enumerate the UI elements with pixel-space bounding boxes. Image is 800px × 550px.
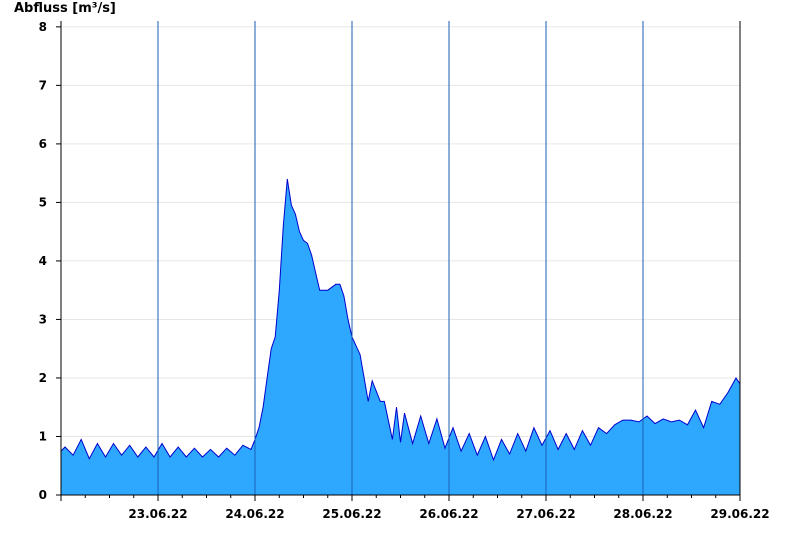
discharge-line: [60, 178, 741, 462]
x-tick-label-2: 25.06.22: [322, 507, 381, 521]
y-tick-label-8: 8: [39, 20, 47, 34]
y-tick-label-1: 1: [39, 429, 47, 443]
x-tick-label-3: 26.06.22: [419, 507, 478, 521]
y-axis-title: Abfluss [m³/s]: [14, 1, 116, 16]
x-tick-label-1: 24.06.22: [225, 507, 284, 521]
day-separator-layer: [157, 21, 644, 495]
discharge-area: [61, 179, 740, 495]
y-tick-label-4: 4: [39, 254, 47, 268]
area-layer: [60, 178, 741, 495]
axis-layer: [56, 21, 741, 501]
x-tick-label-6: 29.06.22: [710, 507, 769, 521]
y-tick-label-0: 0: [39, 488, 47, 502]
y-tick-label-5: 5: [39, 195, 47, 209]
x-tick-label-0: 23.06.22: [128, 507, 187, 521]
y-tick-label-3: 3: [39, 312, 47, 326]
y-tick-label-6: 6: [39, 137, 47, 151]
y-tick-label-2: 2: [39, 371, 47, 385]
tick-label-layer: 0 1 2 3 4 5 6 7 8 23.06.22 24.06.22 25.06.22 26.06.2…: [39, 20, 770, 521]
x-tick-label-4: 27.06.22: [516, 507, 575, 521]
grid-layer: [61, 26, 740, 437]
y-tick-label-7: 7: [39, 78, 47, 92]
x-tick-label-5: 28.06.22: [613, 507, 672, 521]
